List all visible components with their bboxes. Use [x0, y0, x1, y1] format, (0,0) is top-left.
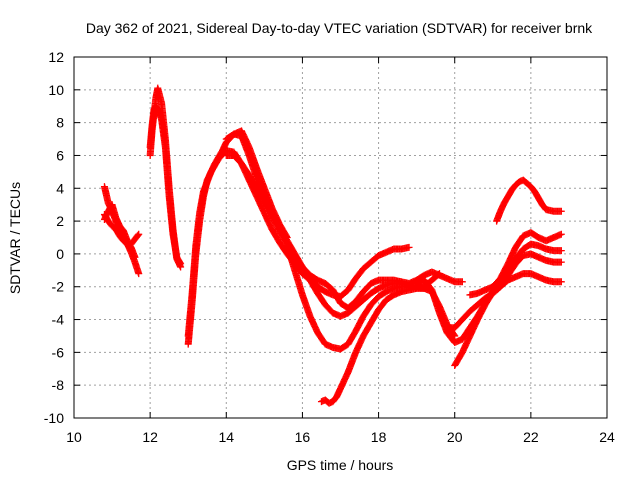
data-point — [557, 278, 565, 286]
data-point — [135, 230, 143, 238]
y-tick-label: 2 — [56, 213, 64, 229]
y-tick-label: 0 — [56, 246, 64, 262]
data-point — [131, 253, 139, 261]
chart-title: Day 362 of 2021, Sidereal Day-to-day VTE… — [86, 20, 593, 36]
data-point — [557, 230, 565, 238]
y-tick-label: 6 — [56, 147, 64, 163]
data-point — [557, 258, 565, 266]
x-tick-label: 22 — [523, 429, 539, 445]
series-arc-12 — [413, 270, 565, 347]
data-point — [557, 247, 565, 255]
y-tick-label: -10 — [44, 410, 64, 426]
y-axis-label: SDTVAR / TECUs — [7, 182, 23, 294]
y-tick-label: 12 — [48, 49, 64, 65]
y-tick-label: -2 — [52, 279, 65, 295]
plot-frame — [73, 56, 608, 419]
x-tick-label: 24 — [599, 429, 615, 445]
data-point — [405, 243, 413, 251]
series-arc-16 — [493, 176, 565, 225]
data-point — [435, 270, 443, 278]
x-tick-label: 20 — [447, 429, 463, 445]
x-tick-label: 18 — [371, 429, 387, 445]
x-tick-label: 10 — [66, 429, 82, 445]
data-points — [100, 84, 565, 407]
data-point — [135, 270, 143, 278]
x-tick-label: 12 — [142, 429, 158, 445]
y-tick-label: -4 — [52, 312, 65, 328]
x-tick-label: 16 — [295, 429, 311, 445]
data-point — [134, 231, 142, 239]
series-arc-14 — [451, 240, 565, 369]
data-point — [435, 270, 443, 278]
y-tick-label: 4 — [56, 180, 64, 196]
data-point — [177, 260, 185, 268]
y-tick-label: -8 — [52, 377, 65, 393]
x-axis-label: GPS time / hours — [287, 457, 394, 473]
series-arc-10 — [283, 242, 443, 353]
data-point — [557, 207, 565, 215]
series-arc-5 — [146, 102, 185, 268]
x-tick-label: 14 — [218, 429, 234, 445]
data-point — [458, 278, 466, 286]
y-tick-label: 10 — [48, 82, 64, 98]
y-tick-label: 8 — [56, 115, 64, 131]
series-arc-3 — [100, 201, 139, 261]
y-tick-label: -6 — [52, 344, 65, 360]
series-arc-15 — [466, 229, 565, 299]
